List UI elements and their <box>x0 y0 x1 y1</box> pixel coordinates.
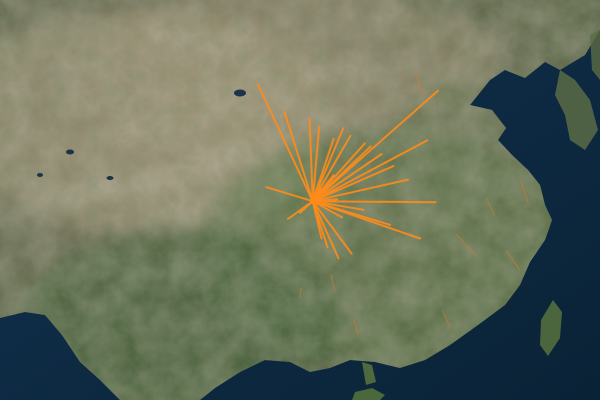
faint-flow-line <box>505 250 521 271</box>
migration-flow-line[interactable] <box>308 118 314 203</box>
migration-flow-line[interactable] <box>311 178 409 203</box>
lake <box>66 149 74 155</box>
taiwan-island <box>540 300 562 356</box>
migration-flow-line[interactable] <box>311 125 321 203</box>
migration-flow-line[interactable] <box>311 198 339 203</box>
japan-coast <box>590 30 600 80</box>
faint-flow-line <box>299 287 302 298</box>
leizhou-peninsula <box>362 362 376 385</box>
migration-flow-line[interactable] <box>311 165 395 203</box>
korea-peninsula <box>555 70 598 150</box>
lake <box>106 176 114 180</box>
migration-flow-line[interactable] <box>311 153 383 203</box>
faint-flow-line <box>455 233 476 256</box>
migration-flow-line[interactable] <box>265 186 314 203</box>
faint-flow-line <box>486 198 495 217</box>
faint-flow-line <box>330 274 336 292</box>
migration-flow-line[interactable] <box>311 200 391 226</box>
faint-flow-line <box>414 71 423 95</box>
migration-flow-line[interactable] <box>311 200 437 204</box>
hainan-island <box>352 388 385 400</box>
migration-flow-line[interactable] <box>283 110 314 203</box>
migration-flow-line[interactable] <box>311 200 343 219</box>
migration-flow-line[interactable] <box>311 200 365 211</box>
migration-flow-line[interactable] <box>311 127 345 203</box>
flow-origin-marker[interactable] <box>309 198 316 205</box>
faint-flow-line <box>520 180 529 203</box>
migration-flow-line[interactable] <box>311 89 439 203</box>
migration-flow-line[interactable] <box>311 200 353 255</box>
lake-qinghai <box>234 89 246 97</box>
migration-flow-line[interactable] <box>257 83 314 203</box>
faint-flow-line <box>353 317 359 335</box>
faint-flow-line <box>442 310 451 329</box>
migration-flow-layer <box>257 83 439 260</box>
migration-flow-line[interactable] <box>311 200 340 260</box>
faint-flow-layer <box>299 71 529 335</box>
lake <box>37 173 43 177</box>
migration-flow-line[interactable] <box>311 139 429 203</box>
